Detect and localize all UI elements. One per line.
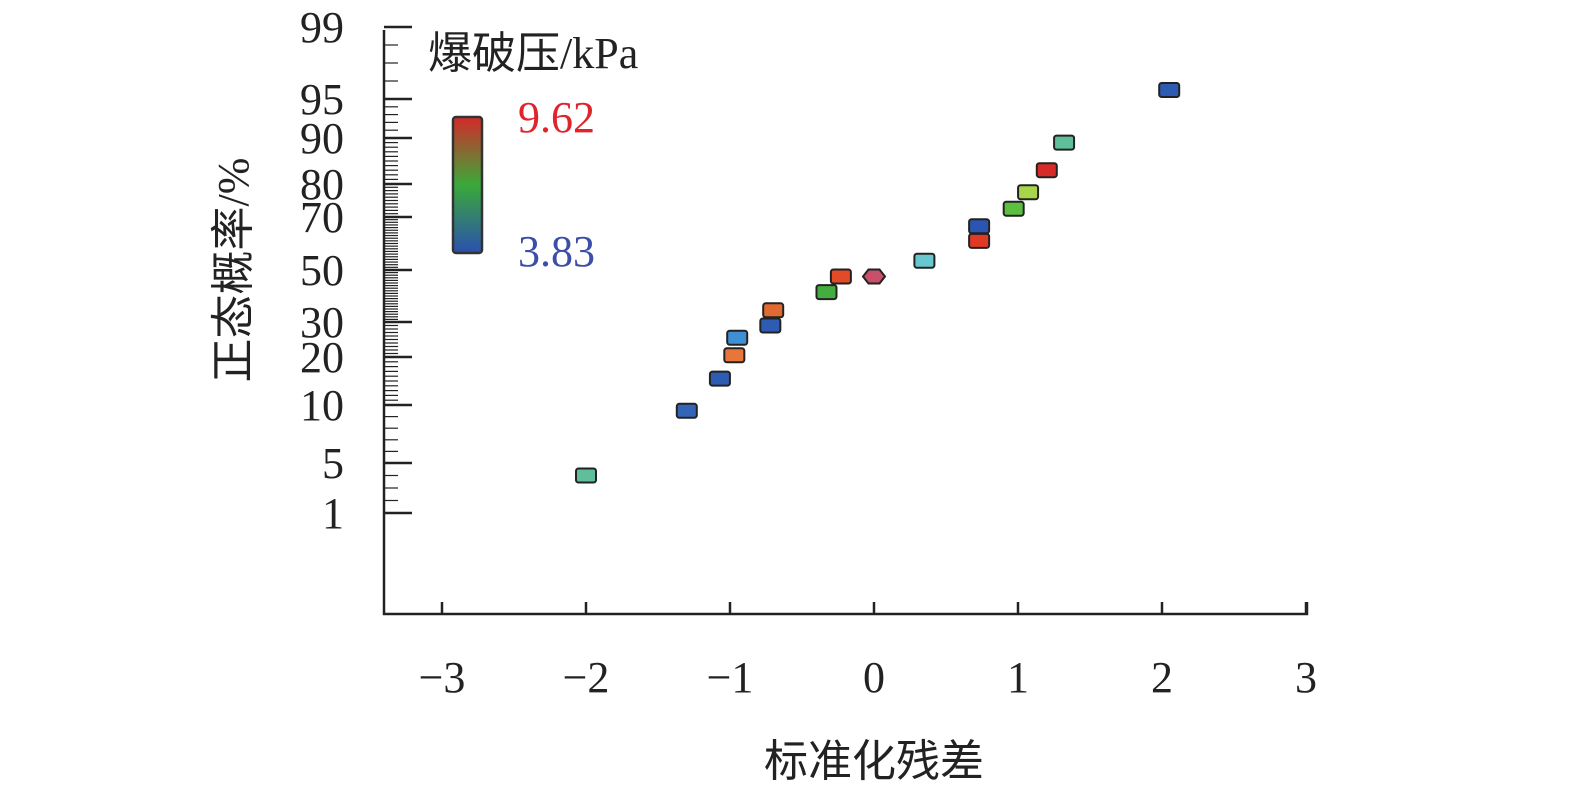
data-point (1053, 134, 1076, 151)
y-axis-label: 正态概率/% (209, 158, 258, 383)
data-point (723, 347, 746, 364)
y-tick-label: 99 (300, 3, 344, 52)
y-axis-minor-ticks (384, 44, 398, 502)
data-point (968, 218, 991, 235)
data-point (1017, 184, 1040, 201)
data-point (968, 232, 991, 249)
x-axis-label: 标准化残差 (764, 737, 984, 786)
y-tick-label: 20 (300, 333, 344, 382)
x-tick-label: −3 (419, 653, 466, 702)
data-point (1035, 162, 1058, 179)
x-tick-label: 0 (863, 653, 885, 702)
y-tick-label: 1 (322, 489, 344, 538)
data-point (708, 370, 731, 387)
data-point (675, 402, 698, 419)
x-axis-ticks: −3 −2 −1 0 1 2 3 (419, 602, 1317, 702)
data-point (726, 329, 749, 346)
x-tick-label: −2 (563, 653, 610, 702)
colorbar-title: 爆破压/kPa (428, 29, 638, 78)
y-tick-label: 90 (300, 114, 344, 163)
x-tick-label: 2 (1151, 653, 1173, 702)
data-point (1158, 82, 1181, 98)
y-tick-label: 5 (322, 439, 344, 488)
data-point (829, 268, 852, 285)
data-point-hexagon (861, 268, 887, 285)
data-point (815, 284, 838, 301)
colorbar-legend: 爆破压/kPa 9.62 3.83 (428, 29, 638, 276)
data-point (913, 252, 936, 269)
data-point (1002, 200, 1025, 217)
colorbar-min-label: 3.83 (518, 227, 595, 276)
y-tick-label: 10 (300, 381, 344, 430)
y-tick-label: 50 (300, 246, 344, 295)
colorbar-gradient (451, 115, 484, 255)
y-tick-label: 80 (300, 160, 344, 209)
data-point (575, 467, 597, 484)
data-points (575, 82, 1181, 484)
data-point (759, 317, 782, 334)
x-tick-label: 1 (1007, 653, 1029, 702)
y-tick-label: 70 (300, 193, 344, 242)
y-tick-label: 30 (300, 298, 344, 347)
data-point (762, 302, 785, 319)
x-tick-label: −1 (707, 653, 754, 702)
x-tick-label: 3 (1295, 653, 1317, 702)
y-tick-label: 95 (300, 75, 344, 124)
colorbar-max-label: 9.62 (518, 93, 595, 142)
